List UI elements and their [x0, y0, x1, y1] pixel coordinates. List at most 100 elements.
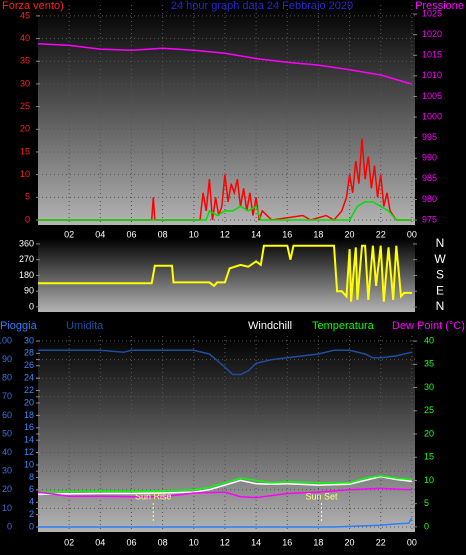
x-tick-label: 14	[251, 229, 261, 239]
y-axis-label: Forza vento)	[2, 0, 64, 12]
y-tick-label: 5	[25, 192, 30, 202]
x-tick-label: 08	[158, 229, 168, 239]
y-tick-label: 22	[24, 385, 34, 395]
x-tick-label: 06	[126, 537, 136, 547]
y-tick-label: 18	[24, 410, 34, 420]
legend-entry: Windchill	[248, 320, 292, 332]
y-tick-label: E	[436, 283, 444, 297]
y-tick-label: 5	[424, 498, 429, 508]
x-tick-label: 16	[282, 229, 292, 239]
x-tick-label: 18	[313, 229, 323, 239]
y-tick-label: 975	[422, 214, 437, 224]
data-line	[37, 475, 412, 493]
y2-axis-label: Pressione	[415, 0, 464, 12]
y-tick-label: 0	[7, 521, 12, 531]
y-tick-label: 6	[29, 484, 34, 494]
data-line	[37, 475, 412, 496]
y-tick-label: N	[436, 299, 445, 313]
y-tick-label: 28	[24, 348, 34, 358]
y-tick-label: 15	[424, 452, 434, 462]
y-tick-label: 40	[2, 447, 12, 457]
x-tick-label: 00	[407, 229, 417, 239]
data-line	[38, 201, 412, 221]
y-tick-label: 20	[20, 124, 30, 134]
y-tick-label: 40	[424, 335, 434, 345]
y-tick-label: 30	[424, 382, 434, 392]
y-tick-label: 70	[2, 391, 12, 401]
x-tick-label: 02	[64, 229, 74, 239]
x-tick-label: 20	[345, 229, 355, 239]
y-tick-label: 1005	[422, 91, 442, 101]
chart-title: 24 hour graph data 24 Febbraio 2020	[171, 0, 353, 12]
y-tick-label: 20	[2, 484, 12, 494]
y-tick-label: 10	[24, 459, 34, 469]
y-tick-label: W	[434, 252, 446, 266]
y-tick-label: 10	[2, 503, 12, 513]
legend-entry: Pioggia	[0, 320, 38, 332]
x-tick-label: 22	[376, 229, 386, 239]
y-tick-label: 45	[20, 10, 30, 20]
data-line	[38, 517, 413, 528]
data-line	[38, 349, 413, 376]
annotation: Sun Rise	[135, 491, 172, 501]
y-tick-label: 24	[24, 373, 34, 383]
y-tick-label: 0	[25, 214, 30, 224]
y-tick-label: 35	[20, 56, 30, 66]
x-tick-label: 12	[220, 537, 230, 547]
y-tick-label: 995	[422, 132, 437, 142]
x-tick-label: 02	[64, 537, 74, 547]
x-tick-label: 04	[95, 537, 105, 547]
y-tick-label: 12	[24, 447, 34, 457]
x-tick-label: 04	[95, 229, 105, 239]
data-line	[37, 42, 413, 85]
y-tick-label: 16	[24, 422, 34, 432]
y-tick-label: 4	[29, 497, 34, 507]
legend-entry: Temperatura	[312, 320, 375, 332]
y-tick-label: 25	[424, 405, 434, 415]
y-tick-label: 90	[2, 354, 12, 364]
y-tick-label: 90	[24, 286, 34, 296]
y-tick-label: 26	[24, 360, 34, 370]
y-tick-label: S	[436, 268, 444, 282]
x-tick-label: 12	[220, 229, 230, 239]
data-line	[38, 138, 412, 221]
x-tick-label: 18	[313, 537, 323, 547]
y-tick-label: 1010	[422, 70, 442, 80]
legend-entry: Dew Point (°C)	[392, 320, 465, 332]
y-tick-label: 25	[20, 101, 30, 111]
y-tick-label: 40	[20, 33, 30, 43]
y-tick-label: 1015	[422, 50, 442, 60]
y-tick-label: 0	[29, 521, 34, 531]
y-tick-label: 1025	[422, 8, 442, 18]
data-line	[38, 244, 412, 302]
x-tick-label: 20	[345, 537, 355, 547]
y-tick-label: 30	[24, 335, 34, 345]
y-tick-label: 0	[29, 301, 34, 311]
y-tick-label: 10	[424, 475, 434, 485]
y-tick-label: 60	[2, 410, 12, 420]
y-tick-label: 20	[424, 428, 434, 438]
y-tick-label: 270	[19, 254, 34, 264]
y-tick-label: 80	[2, 373, 12, 383]
y-tick-label: 180	[19, 270, 34, 280]
y-tick-label: 100	[0, 335, 12, 345]
y-tick-label: 1020	[422, 29, 442, 39]
x-tick-label: 10	[189, 537, 199, 547]
y-tick-label: 50	[2, 428, 12, 438]
x-tick-label: 10	[189, 229, 199, 239]
x-tick-label: 16	[282, 537, 292, 547]
annotation: Sun Set	[306, 491, 339, 501]
x-tick-label: 08	[158, 537, 168, 547]
y-tick-label: 8	[29, 472, 34, 482]
data-line	[37, 487, 412, 499]
y-tick-label: 15	[20, 146, 30, 156]
x-tick-label: 22	[376, 537, 386, 547]
x-tick-label: 00	[407, 537, 417, 547]
y-tick-label: 985	[422, 173, 437, 183]
y-tick-label: 990	[422, 153, 437, 163]
y-tick-label: 10	[20, 169, 30, 179]
y-tick-label: 20	[24, 397, 34, 407]
y-tick-label: 1000	[422, 111, 442, 121]
x-tick-label: 06	[126, 229, 136, 239]
